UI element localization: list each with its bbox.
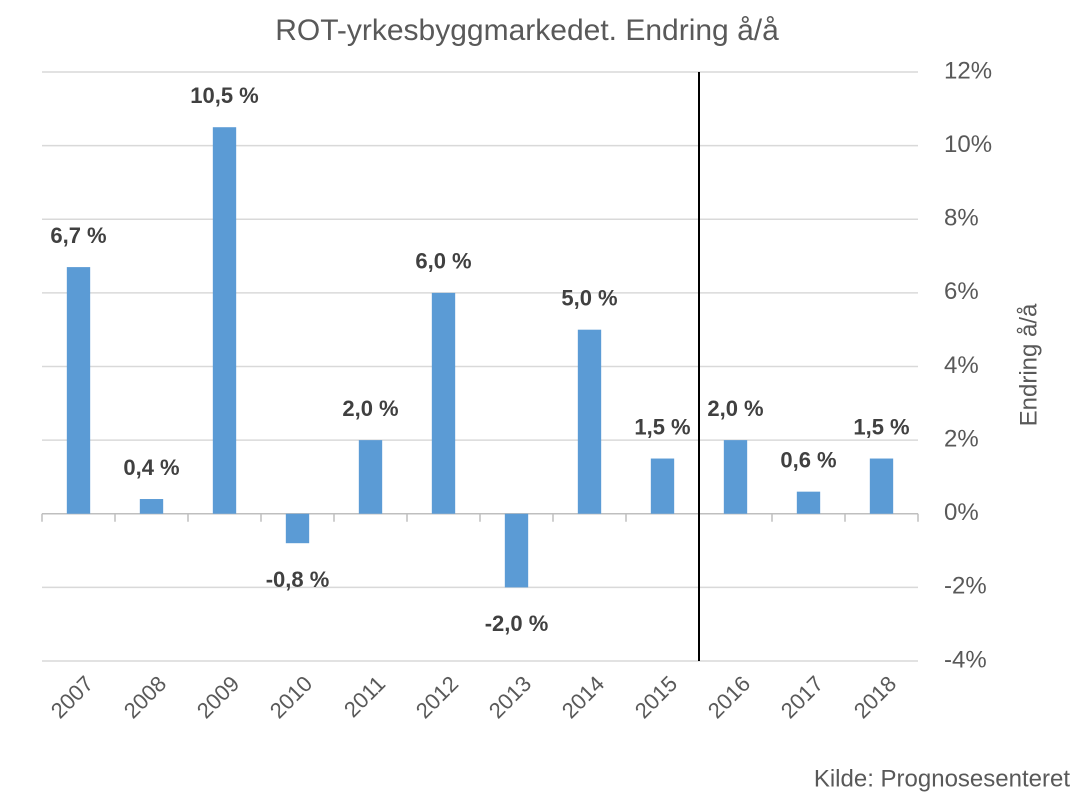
y-tick-label: 6%	[944, 278, 979, 305]
y-tick-label: 4%	[944, 352, 979, 379]
bar	[66, 267, 91, 514]
x-tick-label: 2017	[776, 671, 828, 723]
x-tick-label: 2010	[265, 671, 317, 723]
y-tick-label: 2%	[944, 425, 979, 452]
y-tick-label: -2%	[944, 573, 987, 600]
value-label: 0,4 %	[123, 455, 179, 480]
y-tick-label: 12%	[944, 57, 992, 84]
x-tick-label: 2007	[46, 671, 98, 723]
x-tick-label: 2015	[630, 671, 682, 723]
value-label: 2,0 %	[707, 396, 763, 421]
x-tick-label: 2013	[484, 671, 536, 723]
bar	[139, 499, 164, 514]
x-tick-label: 2009	[192, 671, 244, 723]
bar	[504, 513, 529, 588]
x-tick-label: 2012	[411, 671, 463, 723]
value-label: 6,0 %	[415, 249, 471, 274]
value-label: 1,5 %	[634, 414, 690, 439]
bar	[358, 440, 383, 514]
value-label: 5,0 %	[561, 286, 617, 311]
bar	[723, 440, 748, 514]
value-label: 2,0 %	[342, 396, 398, 421]
x-tick-label: 2008	[119, 671, 171, 723]
value-label: 10,5 %	[190, 83, 259, 108]
value-label: -0,8 %	[266, 567, 330, 592]
bar	[796, 491, 821, 514]
bar	[431, 292, 456, 514]
value-label: -2,0 %	[485, 611, 549, 636]
value-label: 0,6 %	[780, 447, 836, 472]
y-tick-label: 0%	[944, 499, 979, 526]
y-axis-label: Endring å/å	[1015, 303, 1042, 426]
y-tick-label: 10%	[944, 131, 992, 158]
y-tick-label: -4%	[944, 646, 987, 673]
x-tick-label: 2014	[557, 671, 609, 723]
value-label: 6,7 %	[50, 223, 106, 248]
bar	[212, 127, 237, 514]
y-tick-label: 8%	[944, 205, 979, 232]
bar	[869, 458, 894, 514]
chart-title: ROT-yrkesbyggmarkedet. Endring å/å	[275, 14, 779, 47]
x-tick-label: 2018	[849, 671, 901, 723]
bar	[285, 513, 310, 544]
bar	[577, 329, 602, 514]
source: Kilde: Prognosesenteret	[814, 765, 1070, 792]
bar	[650, 458, 675, 514]
x-tick-label: 2016	[703, 671, 755, 723]
value-label: 1,5 %	[853, 414, 909, 439]
x-tick-label: 2011	[339, 671, 390, 722]
